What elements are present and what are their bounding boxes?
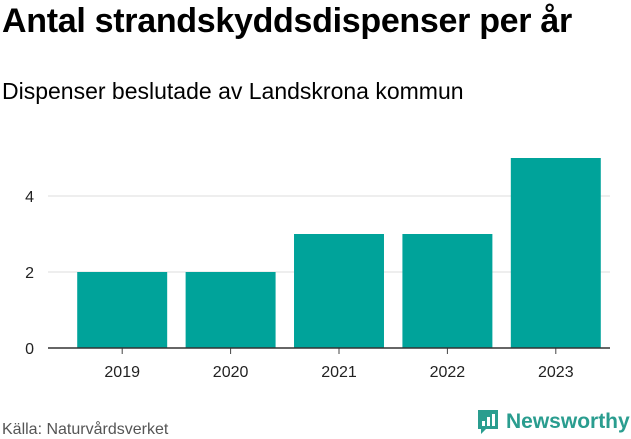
brand-name: Newsworthy <box>506 410 630 433</box>
x-tick-label: 2021 <box>321 364 357 381</box>
bar-2023 <box>510 158 601 348</box>
bar-2022 <box>402 234 493 348</box>
bar-chart: 0 2 4 2019 2020 2021 2022 2023 <box>25 158 610 381</box>
bar-2019 <box>77 272 168 348</box>
newsworthy-icon <box>478 410 498 434</box>
source-note: Källa: Naturvårdsverket <box>2 421 169 438</box>
y-tick-label: 4 <box>25 189 34 206</box>
x-tick-label: 2023 <box>538 364 574 381</box>
y-tick-label: 2 <box>25 265 34 282</box>
x-tick-label: 2022 <box>430 364 466 381</box>
chart-subtitle: Dispenser beslutade av Landskrona kommun <box>2 78 464 104</box>
y-tick-label: 0 <box>25 341 34 358</box>
chart-title: Antal strandskyddsdispenser per år <box>2 2 572 40</box>
x-tick-label: 2019 <box>104 364 140 381</box>
bar-2020 <box>185 272 276 348</box>
x-tick-label: 2020 <box>213 364 249 381</box>
brand-logo: Newsworthy <box>476 408 630 436</box>
bar-2021 <box>294 234 384 348</box>
